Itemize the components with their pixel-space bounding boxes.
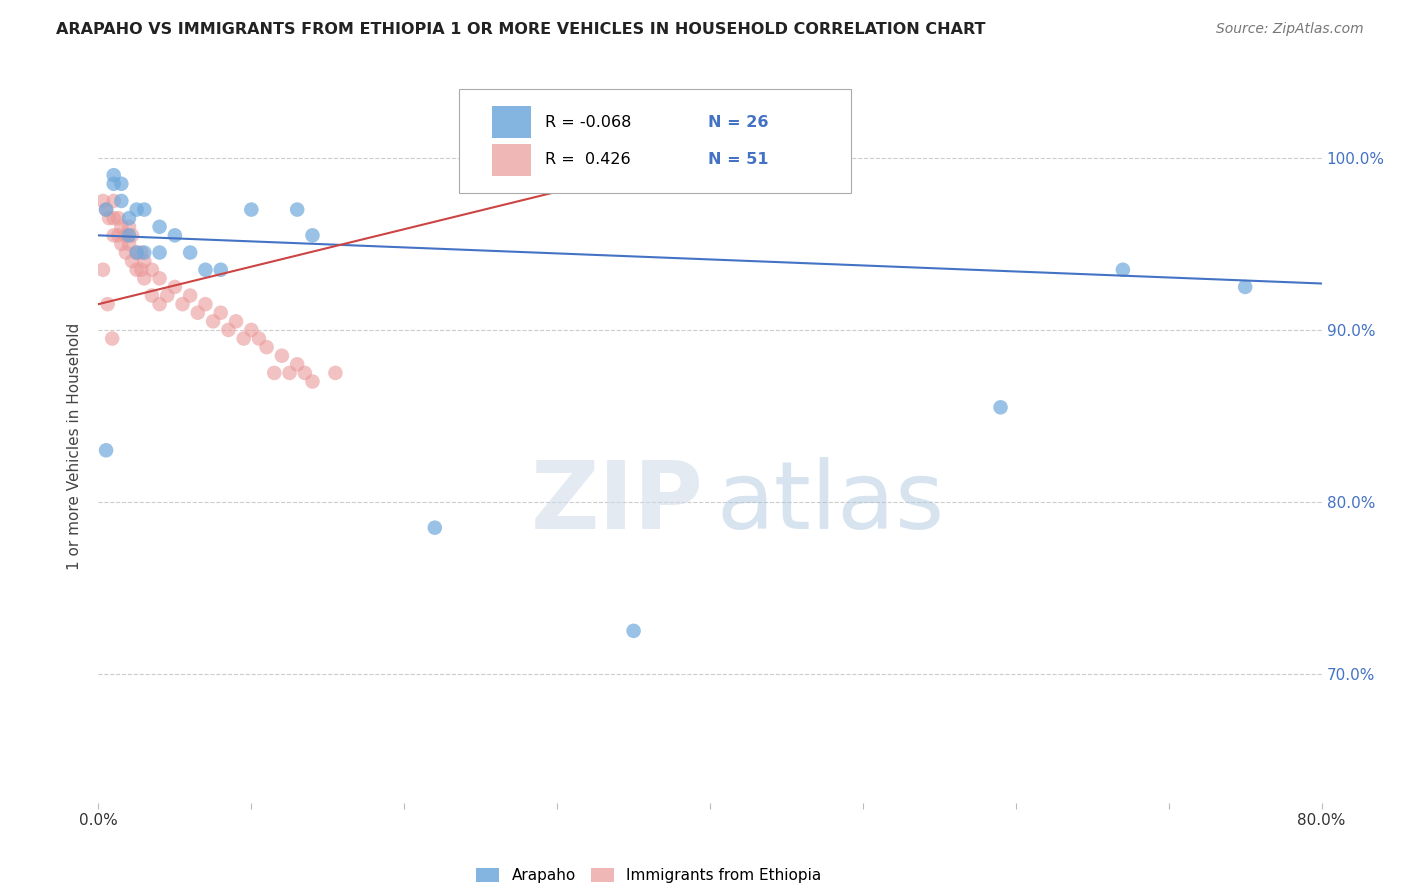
- Point: [97, 297, 120, 311]
- Point: [301, 375, 323, 389]
- Point: [156, 288, 179, 302]
- Point: [103, 228, 125, 243]
- Point: [115, 228, 138, 243]
- Point: [110, 177, 132, 191]
- Point: [179, 288, 201, 302]
- Text: R =  0.426: R = 0.426: [546, 153, 630, 168]
- Point: [91, 194, 114, 208]
- Point: [101, 332, 124, 346]
- Point: [107, 228, 129, 243]
- Legend: Arapaho, Immigrants from Ethiopia: Arapaho, Immigrants from Ethiopia: [472, 863, 825, 888]
- Point: [194, 297, 217, 311]
- Point: [125, 245, 148, 260]
- Point: [217, 323, 239, 337]
- Point: [134, 271, 156, 285]
- Point: [149, 271, 172, 285]
- FancyBboxPatch shape: [460, 89, 851, 193]
- Point: [103, 168, 125, 182]
- Y-axis label: 1 or more Vehicles in Household: 1 or more Vehicles in Household: [67, 322, 83, 570]
- Point: [115, 245, 138, 260]
- Point: [240, 202, 263, 217]
- FancyBboxPatch shape: [492, 106, 531, 137]
- Point: [129, 245, 152, 260]
- Point: [240, 323, 263, 337]
- Point: [94, 443, 117, 458]
- Point: [94, 202, 117, 217]
- Point: [623, 624, 645, 638]
- Point: [125, 262, 148, 277]
- Point: [149, 245, 172, 260]
- Point: [325, 366, 347, 380]
- Point: [91, 262, 114, 277]
- Point: [121, 228, 143, 243]
- Point: [103, 211, 125, 226]
- Point: [423, 521, 446, 535]
- Point: [134, 245, 156, 260]
- Point: [163, 228, 186, 243]
- Text: N = 26: N = 26: [707, 114, 768, 129]
- Text: Source: ZipAtlas.com: Source: ZipAtlas.com: [1216, 22, 1364, 37]
- Point: [125, 202, 148, 217]
- Point: [232, 332, 254, 346]
- Point: [118, 219, 141, 234]
- Point: [209, 262, 232, 277]
- Point: [134, 202, 156, 217]
- Point: [125, 245, 148, 260]
- Point: [179, 245, 201, 260]
- Point: [172, 297, 194, 311]
- Point: [294, 366, 316, 380]
- Point: [990, 401, 1012, 415]
- Point: [285, 357, 308, 371]
- Point: [278, 366, 301, 380]
- Point: [141, 262, 163, 277]
- Point: [301, 228, 323, 243]
- Text: R = -0.068: R = -0.068: [546, 114, 631, 129]
- Text: ARAPAHO VS IMMIGRANTS FROM ETHIOPIA 1 OR MORE VEHICLES IN HOUSEHOLD CORRELATION : ARAPAHO VS IMMIGRANTS FROM ETHIOPIA 1 OR…: [56, 22, 986, 37]
- Point: [98, 211, 121, 226]
- Point: [163, 280, 186, 294]
- FancyBboxPatch shape: [492, 145, 531, 176]
- Text: N = 51: N = 51: [707, 153, 768, 168]
- Point: [110, 194, 132, 208]
- Point: [110, 236, 132, 251]
- Point: [1112, 262, 1135, 277]
- Point: [225, 314, 247, 328]
- Point: [107, 211, 129, 226]
- Point: [149, 219, 172, 234]
- Point: [149, 297, 172, 311]
- Text: ZIP: ZIP: [531, 457, 704, 549]
- Point: [1234, 280, 1257, 294]
- Point: [141, 288, 163, 302]
- Text: atlas: atlas: [716, 457, 945, 549]
- Point: [256, 340, 278, 354]
- Point: [103, 194, 125, 208]
- Point: [194, 262, 217, 277]
- Point: [263, 366, 285, 380]
- Point: [118, 236, 141, 251]
- Point: [187, 306, 209, 320]
- Point: [129, 262, 152, 277]
- Point: [285, 202, 308, 217]
- Point: [110, 219, 132, 234]
- Point: [134, 254, 156, 268]
- Point: [683, 151, 706, 165]
- Point: [247, 332, 270, 346]
- Point: [209, 306, 232, 320]
- Point: [118, 211, 141, 226]
- Point: [103, 177, 125, 191]
- Point: [121, 254, 143, 268]
- Point: [94, 202, 117, 217]
- Point: [118, 228, 141, 243]
- Point: [270, 349, 292, 363]
- Point: [202, 314, 225, 328]
